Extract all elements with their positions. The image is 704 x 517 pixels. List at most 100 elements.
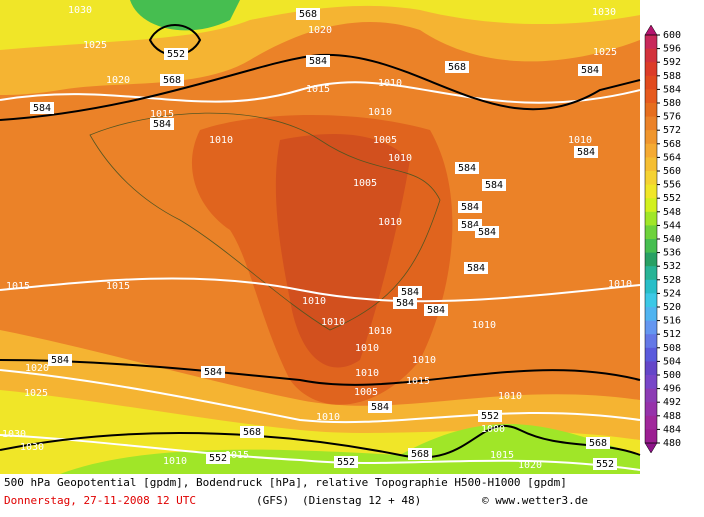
- isobar: [0, 277, 641, 303]
- contour-label: 1015: [106, 281, 130, 292]
- contour-label: 1005: [354, 387, 378, 398]
- contour-label: 584: [153, 119, 171, 130]
- label-box: [445, 61, 469, 73]
- colorbar-tick-label: 516: [663, 316, 681, 327]
- contour-label: 1010: [412, 355, 436, 366]
- height-contour: [0, 424, 641, 459]
- colorbar-segment: [645, 279, 657, 294]
- colorbar-tick-label: 492: [663, 397, 681, 408]
- colorbar-segment: [645, 429, 657, 444]
- contour-label: 552: [596, 459, 614, 470]
- colorbar-tick-label: 484: [663, 424, 681, 435]
- colorbar-tick-label: 480: [663, 438, 681, 449]
- label-box: [206, 452, 230, 464]
- colorbar-segment: [645, 347, 657, 362]
- contour-label: 1010: [163, 456, 187, 467]
- contour-label: 1015: [150, 109, 174, 120]
- contour-label: 1015: [490, 450, 514, 461]
- isobar: [0, 81, 641, 104]
- contour-label: 584: [401, 287, 419, 298]
- footer-model: (GFS): [256, 494, 289, 507]
- colorbar-tick-label: 500: [663, 370, 681, 381]
- colorbar-tick-label: 532: [663, 261, 681, 272]
- colorbar-tick-label: 508: [663, 343, 681, 354]
- colorbar-tick-label: 588: [663, 71, 681, 82]
- contour-label: 1010: [355, 343, 379, 354]
- label-box: [478, 410, 502, 422]
- colorbar-segment: [645, 225, 657, 240]
- colorbar-segment: [645, 307, 657, 322]
- map: [0, 0, 641, 474]
- height-contour: [0, 359, 641, 386]
- contour-label: 584: [371, 402, 389, 413]
- contour-label: 1020: [518, 460, 542, 471]
- contour-label: 584: [577, 147, 595, 158]
- footer-credit: © www.wetter3.de: [482, 494, 588, 507]
- height-contour: [148, 24, 202, 56]
- colorbar-tick-label: 580: [663, 98, 681, 109]
- colorbar-segment: [645, 143, 657, 158]
- colorbar-tick-label: 496: [663, 384, 681, 395]
- contour-label: 584: [427, 305, 445, 316]
- label-box: [48, 354, 72, 366]
- colorbar-segment: [645, 62, 657, 77]
- label-box: [586, 437, 610, 449]
- label-box: [160, 74, 184, 86]
- contour-label: 568: [299, 9, 317, 20]
- contour-label: 1005: [373, 135, 397, 146]
- label-box: [574, 146, 598, 158]
- contour-label: 568: [163, 75, 181, 86]
- label-box: [455, 162, 479, 174]
- contour-label: 1010: [302, 296, 326, 307]
- colorbar: 600 596 592 588 584 580 576 572 568 564 560 556 552 5…: [644, 24, 681, 454]
- footer-date: Donnerstag, 27-11-2008 12 UTC: [4, 494, 196, 507]
- footer-description: 500 hPa Geopotential [gpdm], Bodendruck …: [4, 476, 567, 489]
- colorbar-segment: [645, 375, 657, 390]
- contour-label: 1025: [83, 40, 107, 51]
- colorbar-segment: [645, 157, 657, 172]
- label-box: [475, 226, 499, 238]
- colorbar-segment: [645, 48, 657, 63]
- label-box: [593, 458, 617, 470]
- contour-label: 1025: [24, 388, 48, 399]
- colorbar-segment: [645, 320, 657, 335]
- contour-label: 584: [458, 163, 476, 174]
- label-box: [393, 297, 417, 309]
- contour-label: 1025: [593, 47, 617, 58]
- contour-label: 1010: [355, 368, 379, 379]
- contour-label: 1010: [209, 135, 233, 146]
- contour-label: 1020: [308, 25, 332, 36]
- label-box: [164, 48, 188, 60]
- label-box: [464, 262, 488, 274]
- colorbar-tick-label: 520: [663, 302, 681, 313]
- contour-label: 1030: [68, 5, 92, 16]
- colorbar-segment: [645, 116, 657, 131]
- label-box: [368, 401, 392, 413]
- label-box: [150, 118, 174, 130]
- colorbar-segment: [645, 239, 657, 254]
- height-contour: [0, 53, 641, 121]
- contour-label: 568: [243, 427, 261, 438]
- colorbar-segment: [645, 334, 657, 349]
- contour-label: 1030: [2, 429, 26, 440]
- contour-label: 1030: [592, 7, 616, 18]
- colorbar-tick-label: 552: [663, 193, 681, 204]
- colorbar-tick-label: 564: [663, 152, 681, 163]
- isobar: [0, 434, 641, 471]
- contour-label: 1015: [225, 450, 249, 461]
- colorbar-tick-label: 536: [663, 248, 681, 259]
- label-box: [306, 55, 330, 67]
- colorbar-tick-label: 528: [663, 275, 681, 286]
- label-box: [458, 201, 482, 213]
- colorbar-tick-label: 572: [663, 125, 681, 136]
- colorbar-tick-label: 512: [663, 329, 681, 340]
- contour-label: 584: [478, 227, 496, 238]
- colorbar-tick-label: 548: [663, 207, 681, 218]
- contour-label: 1010: [316, 412, 340, 423]
- contour-label: 584: [309, 56, 327, 67]
- colorbar-segment: [645, 402, 657, 417]
- colorbar-tick-label: 600: [663, 30, 681, 41]
- footer-run: (Dienstag 12 + 48): [302, 494, 421, 507]
- footer-bg: [0, 474, 640, 513]
